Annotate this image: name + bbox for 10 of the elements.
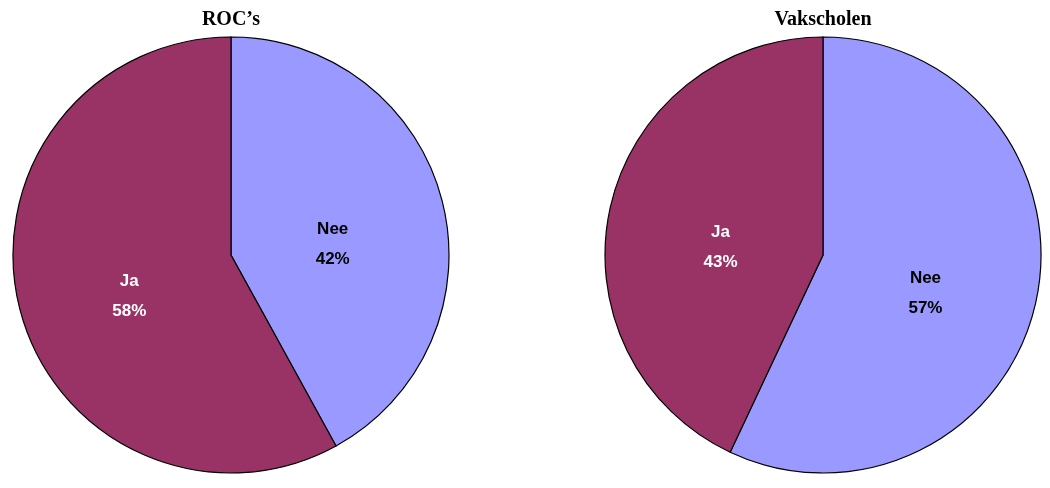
slice-label: Ja bbox=[711, 222, 731, 242]
data-label: 58% bbox=[112, 301, 147, 321]
chart-title: ROC’s bbox=[201, 6, 261, 29]
slice-label: Nee bbox=[317, 218, 349, 238]
slice-label: Nee bbox=[909, 267, 942, 287]
slice-label: Ja bbox=[119, 271, 140, 291]
data-label: 42% bbox=[315, 248, 350, 268]
data-label: 57% bbox=[908, 297, 943, 317]
data-label: 43% bbox=[703, 252, 738, 272]
chart-title: Vakscholen bbox=[774, 6, 872, 29]
